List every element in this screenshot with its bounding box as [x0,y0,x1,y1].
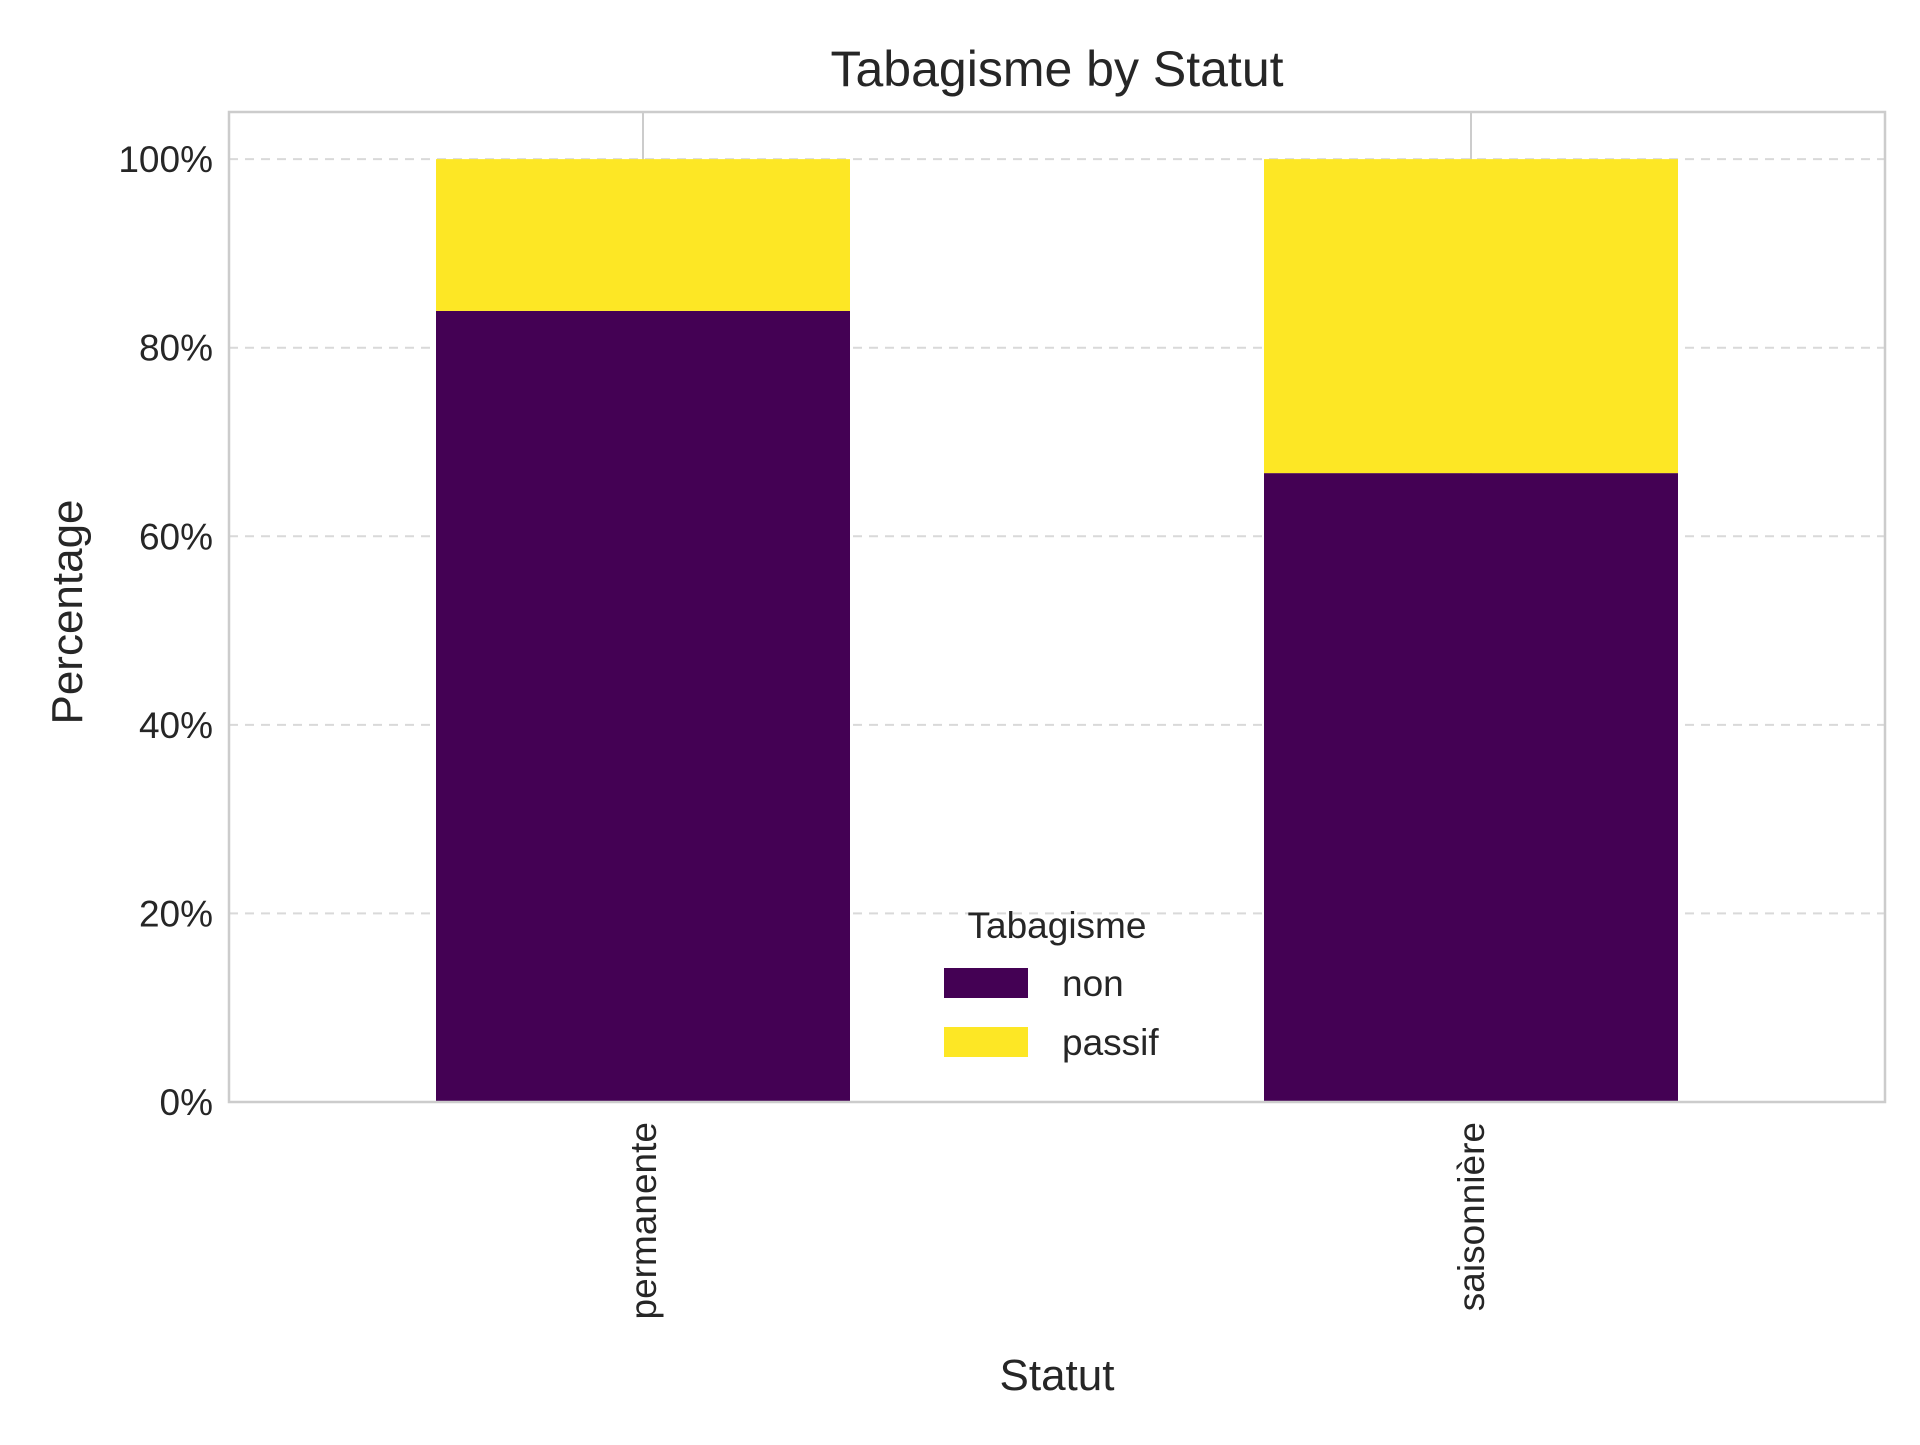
legend-title: Tabagisme [968,905,1147,946]
bar-passif-0 [436,159,850,311]
x-tick-label: permanente [623,1122,664,1319]
x-tick-label: saisonnière [1451,1122,1492,1311]
bar-non-1 [1264,473,1678,1103]
x-axis-label: Statut [1000,1351,1115,1400]
legend-label-passif: passif [1062,1022,1159,1063]
legend-swatch-non [944,968,1028,998]
y-tick-label: 80% [139,328,213,369]
bar-non-0 [436,310,850,1102]
y-tick-label: 100% [118,139,213,180]
y-tick-label: 60% [139,516,213,557]
y-axis-label: Percentage [43,499,92,724]
y-tick-label: 20% [139,893,213,934]
y-tick-label: 40% [139,705,213,746]
legend-swatch-passif [944,1027,1028,1057]
y-tick-label: 0% [160,1082,213,1123]
plot-area-frame [227,110,1887,1104]
legend-label-non: non [1062,963,1124,1004]
legend: Tabagisme non passif [944,905,1159,1063]
y-axis-ticks: 0% 20% 40% 60% 80% 100% [118,139,213,1123]
x-axis-ticks: permanente saisonnière [623,1122,1492,1319]
bars [436,159,1678,1103]
chart-title: Tabagisme by Statut [830,41,1283,97]
bar-passif-1 [1264,159,1678,474]
